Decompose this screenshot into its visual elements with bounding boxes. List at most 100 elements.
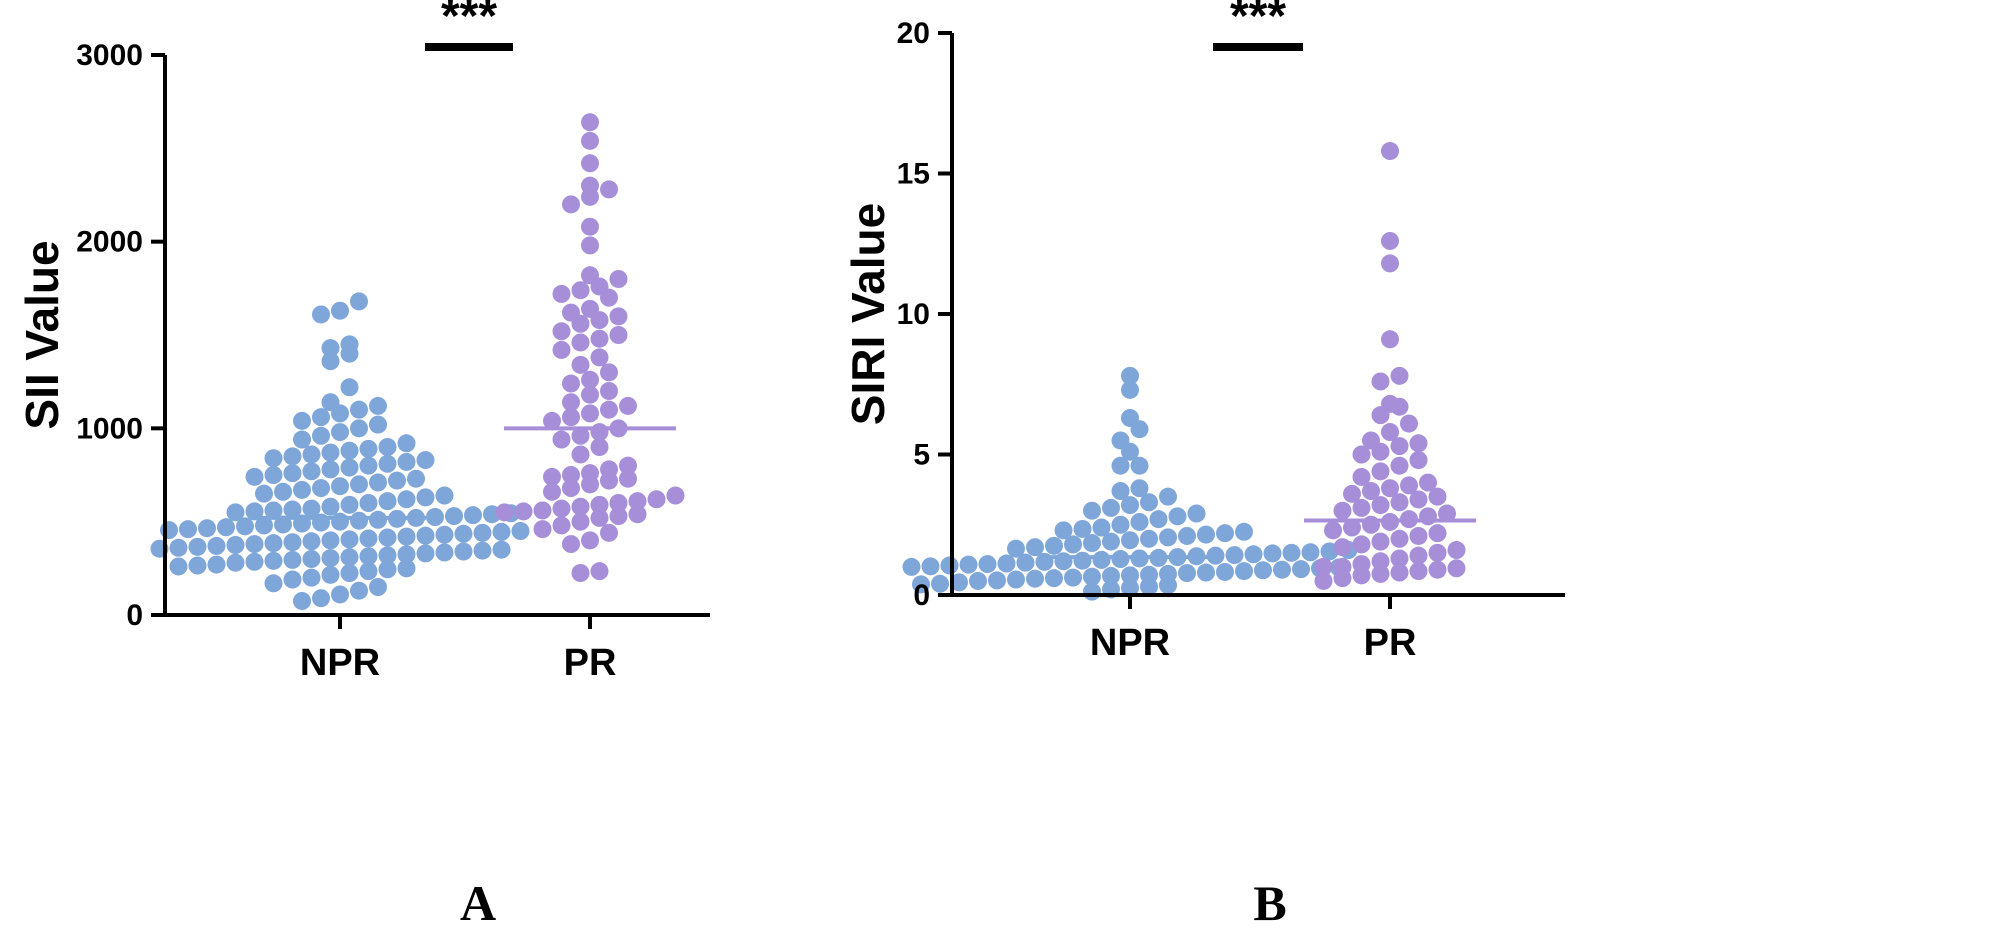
data-point [331,423,349,442]
data-point [581,113,599,132]
data-point [1301,543,1320,562]
data-point [169,557,188,576]
data-point [416,488,435,507]
data-point [1121,366,1139,385]
data-point [1216,524,1234,543]
data-point [495,503,514,522]
data-point [331,404,349,423]
x-category-label: PR [564,642,617,684]
data-point [1390,456,1409,475]
data-point [1390,437,1409,456]
data-points-b [902,142,1466,601]
data-point [1254,561,1272,580]
data-point [350,419,368,438]
data-point [1343,484,1361,503]
data-point [1390,563,1409,582]
data-point [1428,543,1447,562]
data-point [1390,397,1409,416]
data-point [1244,545,1263,564]
data-point [1409,562,1428,581]
data-point [160,521,178,540]
data-point [1282,543,1301,562]
data-point [1292,560,1310,579]
data-point [1016,553,1035,572]
y-tick-label: 0 [126,599,143,632]
data-point [1159,528,1177,547]
data-point [1073,551,1092,570]
data-point [1314,571,1333,590]
y-tick-label: 2000 [76,226,143,259]
data-point [378,528,397,547]
data-point [340,458,359,477]
data-point [1362,515,1380,534]
data-point [609,307,628,326]
data-point [571,445,590,464]
data-point [511,522,530,540]
data-point [312,426,330,445]
data-point [1064,568,1082,587]
data-point [571,512,590,531]
data-point [378,492,397,511]
data-point [609,270,628,288]
data-point [350,292,368,311]
data-point [600,471,618,490]
data-point [931,574,949,593]
data-point [1045,536,1063,555]
data-point [600,382,618,400]
data-point [359,439,378,458]
data-point [397,527,416,546]
data-point [283,533,302,552]
data-point [312,305,330,324]
data-point [264,551,283,570]
data-point [321,443,340,462]
data-point [283,447,302,466]
data-point [1111,456,1130,475]
chart-panel-a: 0 1000 2000 3000 NPR PR SII Value *** A [16,0,710,931]
data-point [562,479,580,498]
data-point [1102,532,1120,551]
y-tick-label: 10 [897,298,930,331]
data-point [1007,539,1025,558]
data-point [1121,531,1139,550]
data-point [1073,519,1092,538]
data-point [245,502,264,521]
data-point [600,363,618,382]
data-point [1197,525,1215,544]
data-point [188,537,207,556]
data-point [331,585,349,604]
data-point [1324,521,1342,540]
data-point [397,559,416,578]
data-point [1333,569,1352,588]
data-point [293,411,311,430]
data-point [1314,557,1333,576]
data-point [340,564,359,582]
data-point [1216,562,1234,581]
data-point [552,322,571,341]
data-point [1159,487,1177,506]
chart-panel-b: 0 5 10 15 20 NPR PR SIRI Value *** B [842,0,1565,931]
data-point [600,180,618,199]
data-point [1083,501,1101,520]
data-point [619,456,637,475]
data-point [533,501,552,520]
data-point [340,441,359,460]
data-point [1409,546,1428,565]
data-point [1409,434,1428,453]
data-point [359,494,378,512]
data-point [464,506,482,525]
data-point [378,454,397,473]
data-point [562,535,580,554]
median-lines-b [1044,518,1476,560]
data-point [321,352,340,371]
data-point [226,553,245,572]
data-point [1381,423,1399,442]
data-point [293,430,311,449]
data-point [350,475,368,494]
data-point [169,538,188,557]
data-point [1130,456,1149,475]
data-point [552,340,571,359]
data-point [581,236,599,255]
data-point [1178,564,1196,583]
data-point [571,426,590,445]
